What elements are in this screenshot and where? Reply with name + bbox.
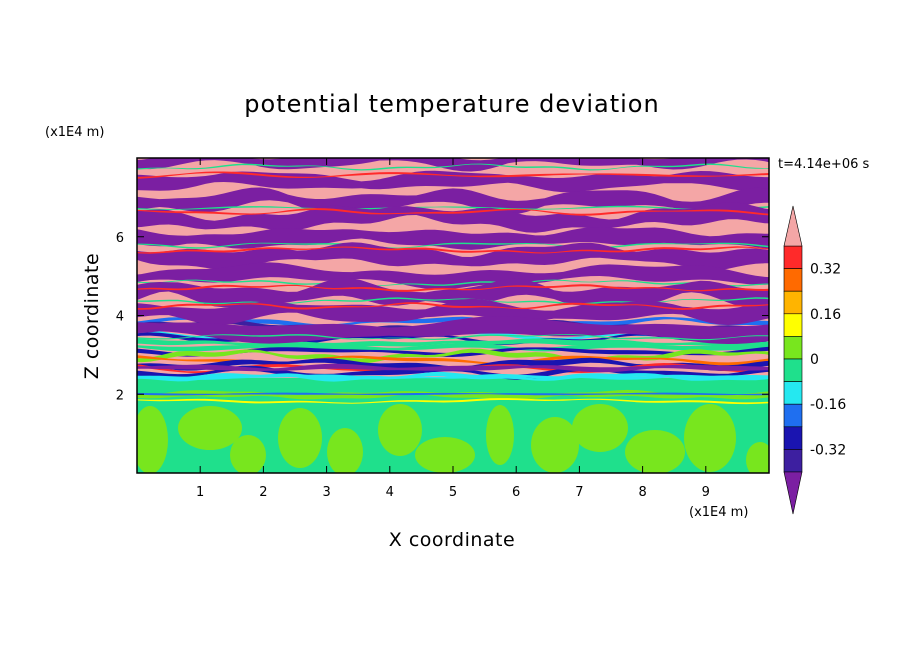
purple-layer bbox=[137, 242, 769, 271]
cell-positive bbox=[625, 430, 685, 473]
colorbar: 0.32 0.16 0 -0.16 -0.32 bbox=[783, 205, 846, 515]
cell-positive bbox=[415, 437, 475, 473]
x-tick-label: 2 bbox=[259, 485, 267, 500]
green-edge bbox=[137, 205, 769, 211]
x-tick-label: 8 bbox=[638, 485, 646, 500]
colorbar-swatch bbox=[783, 426, 803, 450]
cell-positive bbox=[531, 417, 579, 473]
colorbar-extend-max bbox=[783, 205, 803, 247]
colorbar-swatch bbox=[783, 381, 803, 405]
colorbar-label: 0.32 bbox=[810, 262, 841, 278]
purple-layer bbox=[137, 187, 769, 215]
x-tick-label: 1 bbox=[196, 485, 204, 500]
x-axis-ticks: 1 2 3 4 5 6 7 8 9 bbox=[196, 158, 710, 500]
cell-positive bbox=[486, 405, 514, 465]
cell-positive bbox=[137, 406, 168, 473]
x-axis-unit: (x1E4 m) bbox=[689, 505, 748, 520]
cell-positive bbox=[178, 406, 242, 450]
red-edge bbox=[137, 284, 769, 292]
colorbar-swatch bbox=[783, 290, 803, 315]
y-axis-title: Z coordinate bbox=[81, 253, 103, 379]
light-green-layer bbox=[137, 389, 769, 400]
purple-layer bbox=[137, 202, 769, 233]
blue-streak bbox=[137, 392, 769, 396]
y-tick-label: 6 bbox=[116, 231, 124, 246]
y-tick-label: 2 bbox=[116, 388, 124, 403]
cell-positive bbox=[572, 404, 628, 452]
colorbar-extend-min bbox=[783, 471, 803, 515]
colorbar-label: -0.16 bbox=[810, 397, 846, 413]
colorbar-label: 0.16 bbox=[810, 307, 841, 323]
yellow-streak bbox=[137, 398, 769, 405]
purple-layer bbox=[137, 262, 769, 290]
purple-layer bbox=[137, 363, 769, 373]
red-edge bbox=[132, 151, 774, 158]
green-edge bbox=[137, 297, 769, 305]
mixed-layer bbox=[137, 342, 769, 352]
time-label: t=4.14e+06 s bbox=[778, 157, 870, 172]
red-edge bbox=[137, 208, 769, 216]
colorbar-label: -0.32 bbox=[810, 442, 846, 458]
cell-positive bbox=[378, 404, 422, 456]
colorbar-swatch bbox=[783, 449, 803, 473]
cell-positive bbox=[230, 435, 266, 473]
chart-title: potential temperature deviation bbox=[244, 90, 659, 118]
x-axis-title: X coordinate bbox=[389, 529, 515, 551]
x-tick-label: 9 bbox=[702, 485, 710, 500]
cell-positive bbox=[746, 442, 769, 473]
y-tick-label: 4 bbox=[116, 310, 124, 325]
mixed-layer bbox=[137, 346, 769, 357]
green-edge bbox=[137, 163, 769, 171]
cell-positive bbox=[278, 408, 322, 468]
x-tick-label: 7 bbox=[575, 485, 583, 500]
mixed-layer bbox=[137, 357, 769, 371]
mixed-layer bbox=[137, 348, 769, 364]
colorbar-swatch bbox=[783, 268, 803, 292]
purple-layer bbox=[137, 277, 769, 309]
red-edge bbox=[137, 302, 769, 310]
x-tick-label: 4 bbox=[386, 485, 394, 500]
cell-positive bbox=[327, 428, 363, 473]
colorbar-swatch bbox=[783, 403, 803, 428]
cell-positive bbox=[684, 404, 736, 472]
y-axis-unit: (x1E4 m) bbox=[45, 125, 104, 140]
colorbar-swatch bbox=[783, 245, 803, 269]
x-tick-label: 3 bbox=[322, 485, 330, 500]
purple-layer bbox=[137, 170, 769, 193]
colorbar-swatch bbox=[783, 313, 803, 337]
cyan-layer bbox=[137, 374, 769, 380]
x-tick-label: 6 bbox=[512, 485, 520, 500]
contour-field bbox=[132, 151, 774, 473]
colorbar-swatch bbox=[783, 336, 803, 360]
x-tick-label: 5 bbox=[449, 485, 457, 500]
y-axis-ticks: 2 4 6 bbox=[116, 231, 769, 403]
colorbar-label: 0 bbox=[810, 352, 819, 368]
red-edge bbox=[137, 171, 769, 179]
purple-layer bbox=[137, 316, 769, 344]
colorbar-swatch bbox=[783, 358, 803, 382]
green-edge bbox=[137, 334, 769, 341]
green-edge bbox=[137, 279, 769, 287]
red-edge bbox=[137, 246, 769, 254]
